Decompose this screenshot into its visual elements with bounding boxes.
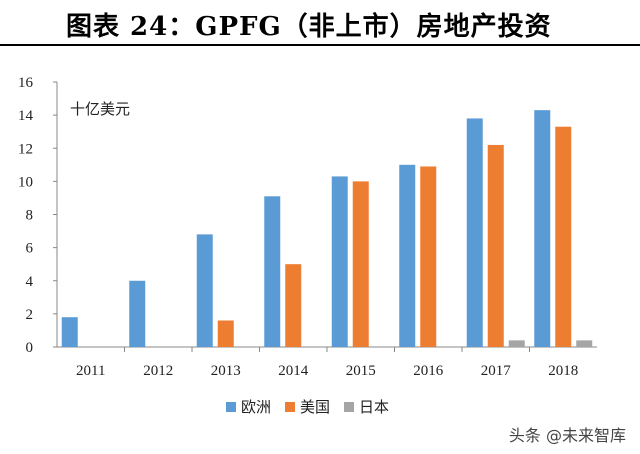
bar-europe-2016 [399, 165, 415, 347]
bar-europe-2015 [332, 176, 348, 347]
bar-usa-2016 [420, 166, 436, 347]
bar-chart: 十亿美元 0 2 4 6 8 10 12 14 16 2011 2012 2013 2014 2015 20… [0, 0, 640, 454]
bar-europe-2018 [534, 110, 550, 347]
y-tick-label: 14 [18, 108, 34, 124]
legend-swatch-japan [344, 402, 354, 412]
y-tick-label: 8 [26, 208, 34, 224]
x-tick-label: 2018 [548, 363, 578, 379]
bar-japan-2017 [509, 340, 525, 347]
bar-usa-2013 [218, 321, 234, 348]
y-tick-label: 0 [26, 340, 34, 356]
bar-usa-2018 [555, 127, 571, 347]
bar-europe-2014 [264, 196, 280, 347]
y-tick-label: 6 [26, 241, 34, 257]
y-tick-label: 12 [18, 141, 33, 157]
bar-europe-2013 [197, 234, 213, 347]
y-tick-label: 4 [26, 274, 34, 290]
bar-europe-2011 [62, 317, 78, 347]
x-tick-label: 2011 [76, 363, 105, 379]
x-tick-label: 2017 [481, 363, 512, 379]
bar-usa-2014 [285, 264, 301, 347]
x-tick-label: 2013 [211, 363, 241, 379]
legend-label-japan: 日本 [359, 396, 389, 417]
legend-item-japan: 日本 [344, 396, 389, 417]
legend-item-usa: 美国 [285, 396, 330, 417]
x-tick-label: 2014 [278, 363, 309, 379]
bar-europe-2012 [129, 281, 145, 347]
y-tick-label: 10 [18, 174, 33, 190]
legend-swatch-usa [285, 402, 295, 412]
chart-legend: 欧洲 美国 日本 [226, 396, 389, 417]
bar-europe-2017 [467, 118, 483, 347]
legend-swatch-europe [226, 402, 236, 412]
watermark: 头条 @未来智库 [509, 422, 626, 446]
legend-label-europe: 欧洲 [241, 396, 271, 417]
y-tick-label: 2 [26, 307, 34, 323]
legend-label-usa: 美国 [300, 396, 330, 417]
x-tick-label: 2015 [346, 363, 376, 379]
x-tick-label: 2016 [413, 363, 444, 379]
y-tick-label: 16 [18, 75, 34, 91]
legend-item-europe: 欧洲 [226, 396, 271, 417]
bar-usa-2015 [353, 181, 369, 347]
bar-japan-2018 [576, 340, 592, 347]
x-tick-label: 2012 [143, 363, 173, 379]
unit-label: 十亿美元 [70, 100, 130, 118]
bar-usa-2017 [488, 145, 504, 347]
